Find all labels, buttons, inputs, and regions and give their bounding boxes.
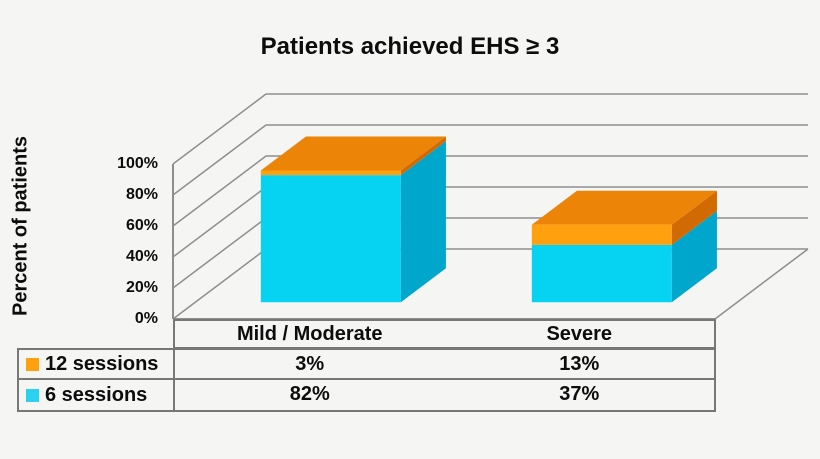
legend-label-6-sessions: 6 sessions [45, 384, 148, 406]
data-table-values: 3% 13% 82% 37% [173, 348, 716, 412]
legend-label-12-sessions: 12 sessions [45, 353, 159, 375]
left-wall-gridline [172, 93, 267, 165]
left-wall-gridline [172, 124, 267, 196]
left-wall-gridline [172, 248, 267, 320]
category-label-severe: Severe [546, 323, 613, 345]
bar-side-6-sessions-Severe [671, 210, 717, 303]
y-tick-label-20pct: 20% [125, 279, 158, 296]
y-tick-label-60pct: 60% [125, 217, 158, 234]
value-6-sessions-severe: 37% [559, 383, 600, 405]
legend-table: 12 sessions 6 sessions [17, 348, 175, 412]
bar-front-6-sessions-Severe [531, 244, 672, 303]
bar-front-12-sessions-Severe [531, 224, 672, 245]
legend-swatch-12-sessions-icon [26, 357, 39, 371]
bar-front-12-sessions-MildModerate [260, 170, 401, 176]
y-tick-label-0pct: 0% [134, 310, 158, 327]
left-wall-gridline [172, 217, 267, 289]
left-wall-gridline [172, 186, 267, 258]
legend-item-12-sessions: 12 sessions [19, 350, 173, 380]
y-tick-label-80pct: 80% [125, 186, 158, 203]
floor-right-edge [714, 248, 809, 320]
value-12-sessions-mild-moderate: 3% [295, 353, 325, 375]
category-header-row: Mild / Moderate Severe [173, 319, 716, 349]
chart-title: Patients achieved EHS ≥ 3 [260, 33, 560, 60]
bar-side-12-sessions-MildModerate [400, 136, 446, 176]
left-wall-gridline [172, 155, 267, 227]
y-tick-label-100pct: 100% [117, 155, 158, 172]
bar-top-12-sessions-Severe [531, 190, 717, 225]
value-12-sessions-severe: 13% [559, 353, 600, 375]
bar-side-6-sessions-MildModerate [400, 141, 446, 303]
value-6-sessions-mild-moderate: 82% [289, 383, 330, 405]
table-row-6-sessions: 82% 37% [175, 380, 714, 410]
bar-front-6-sessions-MildModerate [260, 175, 401, 303]
category-label-mild-moderate: Mild / Moderate [236, 323, 383, 345]
legend-item-6-sessions: 6 sessions [19, 380, 173, 410]
legend-swatch-6-sessions-icon [26, 388, 39, 402]
y-tick-label-40pct: 40% [125, 248, 158, 265]
bar-side-12-sessions-Severe [671, 190, 717, 245]
table-row-12-sessions: 3% 13% [175, 350, 714, 380]
bar-top-12-sessions-MildModerate [260, 136, 446, 171]
